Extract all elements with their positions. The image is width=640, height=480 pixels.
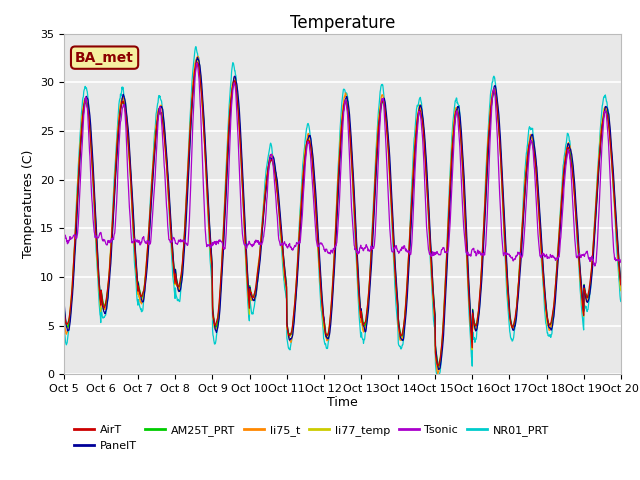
- PanelT: [435, 367, 442, 372]
- Tsonic: [551, 255, 559, 261]
- AirT: [60, 309, 68, 314]
- AM25T_PRT: [60, 304, 68, 310]
- li75_t: [552, 289, 559, 295]
- li77_temp: [170, 275, 178, 280]
- NR01_PRT: [552, 287, 559, 292]
- Y-axis label: Temperatures (C): Temperatures (C): [22, 150, 35, 258]
- AM25T_PRT: [502, 257, 510, 263]
- PanelT: [60, 298, 68, 304]
- NR01_PRT: [433, 372, 440, 377]
- Title: Temperature: Temperature: [290, 14, 395, 32]
- Tsonic: [170, 235, 178, 241]
- li75_t: [184, 171, 191, 177]
- Tsonic: [429, 252, 437, 258]
- li77_temp: [429, 297, 437, 302]
- PanelT: [502, 252, 510, 257]
- AirT: [193, 59, 201, 65]
- Line: AM25T_PRT: AM25T_PRT: [64, 63, 621, 366]
- AirT: [617, 282, 625, 288]
- li77_temp: [193, 55, 201, 61]
- AM25T_PRT: [617, 279, 625, 285]
- Line: li75_t: li75_t: [64, 56, 621, 374]
- li77_temp: [617, 288, 625, 294]
- li75_t: [502, 264, 510, 270]
- li75_t: [617, 283, 625, 289]
- AirT: [502, 265, 510, 271]
- AirT: [435, 363, 442, 369]
- AirT: [429, 291, 437, 297]
- li77_temp: [434, 367, 442, 372]
- li75_t: [170, 271, 178, 277]
- Line: li77_temp: li77_temp: [64, 58, 621, 370]
- PanelT: [552, 297, 559, 303]
- li77_temp: [60, 307, 68, 313]
- NR01_PRT: [246, 301, 254, 307]
- li75_t: [246, 292, 254, 298]
- li77_temp: [246, 292, 254, 298]
- Line: NR01_PRT: NR01_PRT: [64, 47, 621, 374]
- Text: BA_met: BA_met: [75, 51, 134, 65]
- Line: Tsonic: Tsonic: [64, 63, 621, 266]
- Tsonic: [184, 242, 191, 248]
- AM25T_PRT: [552, 288, 559, 294]
- NR01_PRT: [429, 310, 437, 315]
- Line: AirT: AirT: [64, 62, 621, 366]
- AM25T_PRT: [429, 286, 437, 291]
- AM25T_PRT: [184, 178, 191, 183]
- Tsonic: [591, 263, 598, 269]
- PanelT: [617, 281, 625, 287]
- AirT: [184, 168, 191, 174]
- PanelT: [184, 186, 191, 192]
- NR01_PRT: [617, 299, 625, 304]
- PanelT: [246, 290, 254, 296]
- Tsonic: [502, 252, 509, 257]
- Legend: AirT, PanelT, AM25T_PRT, li75_t, li77_temp, Tsonic, NR01_PRT: AirT, PanelT, AM25T_PRT, li75_t, li77_te…: [70, 421, 553, 456]
- Tsonic: [193, 60, 201, 66]
- NR01_PRT: [192, 44, 200, 49]
- NR01_PRT: [502, 280, 510, 286]
- PanelT: [170, 268, 178, 274]
- li75_t: [194, 53, 202, 59]
- PanelT: [194, 54, 202, 60]
- Tsonic: [60, 232, 68, 238]
- li77_temp: [502, 270, 510, 276]
- PanelT: [429, 288, 437, 293]
- AirT: [246, 288, 254, 294]
- li75_t: [429, 292, 437, 298]
- li77_temp: [184, 166, 191, 172]
- NR01_PRT: [60, 324, 68, 330]
- AirT: [170, 272, 178, 277]
- AM25T_PRT: [170, 267, 178, 273]
- NR01_PRT: [184, 164, 191, 170]
- AM25T_PRT: [194, 60, 202, 66]
- li75_t: [60, 316, 68, 322]
- NR01_PRT: [170, 288, 178, 293]
- Tsonic: [617, 260, 625, 265]
- AM25T_PRT: [435, 363, 443, 369]
- Line: PanelT: PanelT: [64, 57, 621, 370]
- AirT: [552, 284, 559, 290]
- Tsonic: [246, 241, 254, 247]
- X-axis label: Time: Time: [327, 396, 358, 408]
- AM25T_PRT: [246, 287, 254, 293]
- li75_t: [434, 371, 442, 377]
- li77_temp: [552, 283, 559, 288]
